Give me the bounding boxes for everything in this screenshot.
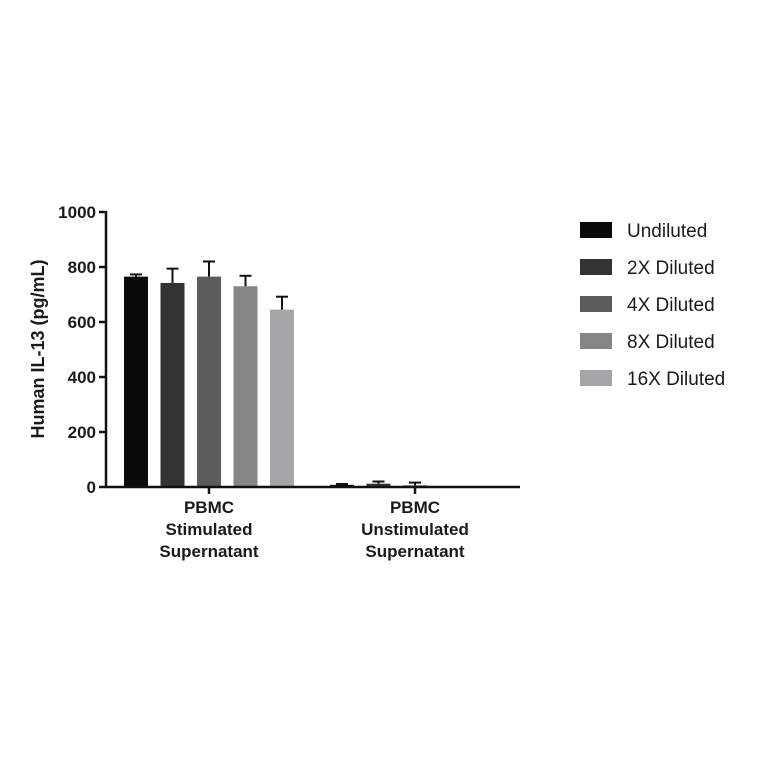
- legend-label: Undiluted: [627, 221, 707, 242]
- legend-swatch: [580, 222, 612, 238]
- y-tick-label: 800: [68, 258, 96, 277]
- y-tick-label: 1000: [58, 203, 96, 222]
- x-category-label: Supernatant: [159, 542, 259, 561]
- bar: [160, 282, 185, 487]
- x-category-label: PBMC: [184, 498, 234, 517]
- y-tick-label: 400: [68, 368, 96, 387]
- bar: [366, 483, 391, 487]
- error-bars-group: [130, 260, 421, 486]
- x-axis: PBMC Stimulated Supernatant PBMC Unstimulate…: [105, 485, 520, 561]
- legend-swatch: [580, 296, 612, 312]
- legend-swatch: [580, 370, 612, 386]
- y-tick-label: 600: [68, 313, 96, 332]
- y-axis: 0 200 400 600 800 1000: [58, 203, 108, 497]
- bar: [233, 286, 258, 487]
- legend-label: 4X Diluted: [627, 295, 715, 316]
- x-category-label: Stimulated: [166, 520, 253, 539]
- legend-label: 16X Diluted: [627, 369, 725, 390]
- bar: [197, 276, 221, 487]
- y-tick-label: 200: [68, 423, 96, 442]
- y-axis-title: Human IL-13 (pg/mL): [28, 259, 48, 438]
- y-tick-label: 0: [87, 478, 96, 497]
- legend-label: 8X Diluted: [627, 332, 715, 353]
- legend-swatch: [580, 333, 612, 349]
- legend: Undiluted 2X Diluted 4X Diluted 8X Diluted 1…: [580, 221, 725, 390]
- x-category-label: Supernatant: [365, 542, 465, 561]
- bar: [270, 309, 294, 487]
- bar: [124, 276, 148, 487]
- x-category-label: PBMC: [390, 498, 440, 517]
- bars-group: [124, 276, 427, 487]
- legend-label: 2X Diluted: [627, 258, 715, 279]
- x-category-label: Unstimulated: [361, 520, 469, 539]
- legend-swatch: [580, 259, 612, 275]
